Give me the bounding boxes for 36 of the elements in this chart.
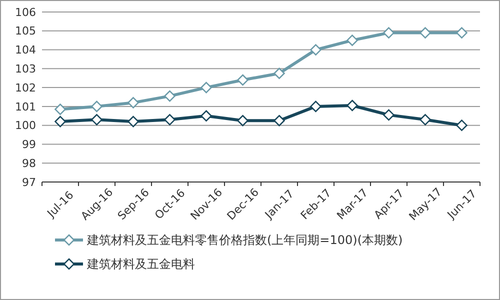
- y-tick-label: 100: [15, 119, 36, 132]
- y-tick-label: 105: [15, 24, 36, 38]
- point: [91, 100, 102, 112]
- y-tick-label: 99: [22, 138, 36, 152]
- point: [310, 100, 322, 112]
- point: [91, 114, 102, 126]
- point: [128, 97, 139, 108]
- point: [346, 100, 358, 112]
- point: [310, 44, 322, 56]
- point: [200, 82, 212, 94]
- legend-label: 建筑材料及五金电料零售价格指数(上年同期=100)(本期数): [86, 233, 403, 248]
- y-tick-label: 102: [15, 81, 36, 94]
- y-tick-label: 104: [15, 44, 36, 57]
- point: [456, 27, 468, 38]
- point: [200, 110, 212, 122]
- y-tick-label: 97: [22, 176, 36, 189]
- point: [237, 74, 248, 86]
- point: [346, 34, 358, 46]
- point: [383, 109, 394, 121]
- point: [274, 114, 285, 126]
- y-tick-label: 106: [15, 6, 36, 19]
- y-tick-label: 101: [15, 100, 36, 114]
- point: [164, 90, 176, 102]
- point: [456, 120, 468, 131]
- point: [274, 68, 285, 80]
- point: [54, 104, 66, 115]
- point: [383, 27, 394, 38]
- legend-label: 建筑材料及五金电料: [86, 257, 195, 272]
- point: [420, 27, 431, 38]
- point: [54, 116, 66, 128]
- y-tick-label: 98: [22, 156, 36, 170]
- y-tick-label: 103: [15, 62, 36, 76]
- point: [128, 116, 139, 128]
- point: [164, 114, 176, 126]
- point: [420, 114, 431, 126]
- point: [237, 114, 248, 126]
